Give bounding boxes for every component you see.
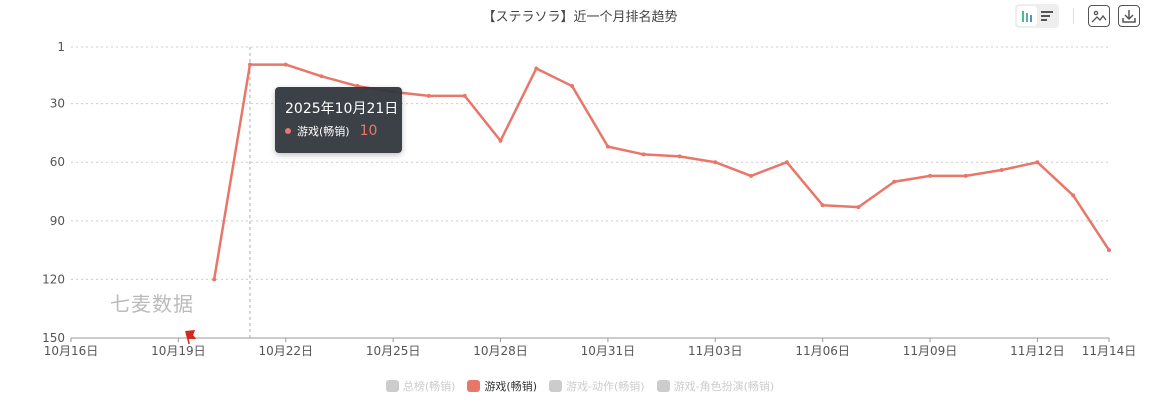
data-point — [426, 93, 431, 98]
legend-label: 游戏-角色扮演(畅销) — [673, 380, 775, 393]
y-tick-label: 60 — [50, 155, 65, 169]
y-tick-label: 30 — [50, 97, 65, 111]
data-point — [677, 154, 682, 159]
bar-chart-icon — [1022, 11, 1032, 22]
download-icon — [1122, 10, 1136, 23]
chart-toolbar — [1015, 4, 1140, 28]
data-point — [462, 93, 467, 98]
y-tick-label: 1 — [57, 40, 65, 54]
data-point — [605, 144, 610, 149]
y-tick-label: 90 — [50, 214, 65, 228]
download-button[interactable] — [1118, 5, 1140, 27]
data-point — [784, 160, 789, 165]
flag-icon — [185, 330, 197, 339]
x-tick-label: 10月25日 — [366, 344, 421, 358]
bar-chart-view-button[interactable] — [1017, 6, 1037, 26]
data-point — [498, 138, 503, 143]
x-tick-label: 11月12日 — [1010, 344, 1065, 358]
tooltip-row: 游戏(畅销) 10 — [285, 123, 377, 139]
data-point — [892, 179, 897, 184]
list-view-button[interactable] — [1037, 6, 1057, 26]
y-tick-label: 150 — [42, 331, 65, 345]
data-point — [570, 84, 575, 89]
legend-swatch — [385, 380, 399, 392]
data-point — [1071, 193, 1076, 198]
toolbar-divider — [1073, 8, 1074, 24]
data-point — [641, 152, 646, 157]
data-point — [713, 160, 718, 165]
legend-swatch — [656, 380, 670, 392]
tooltip-date: 2025年10月21日 — [285, 101, 399, 117]
watermark: 七麦数据 — [110, 292, 194, 316]
legend-item-rpg[interactable]: 游戏-角色扮演(畅销) — [656, 378, 775, 394]
x-tick-label: 10月22日 — [258, 344, 313, 358]
tooltip: 2025年10月21日 游戏(畅销) 10 — [275, 87, 402, 153]
tooltip-value: 10 — [359, 123, 378, 139]
x-tick-label: 10月19日 — [151, 344, 206, 358]
y-tick-label: 120 — [42, 272, 65, 286]
x-tick-label: 10月16日 — [44, 344, 99, 358]
data-point — [999, 168, 1004, 173]
data-point — [283, 62, 288, 67]
legend-label: 游戏-动作(畅销) — [566, 380, 645, 393]
x-tick-label: 10月31日 — [581, 344, 636, 358]
save-image-button[interactable] — [1088, 5, 1110, 27]
legend-swatch — [467, 380, 481, 392]
legend: 总榜(畅销) 游戏(畅销) 游戏-动作(畅销) 游戏-角色扮演(畅销) — [0, 378, 1160, 394]
legend-item-overall[interactable]: 总榜(畅销) — [385, 378, 456, 394]
data-point — [749, 173, 754, 178]
tooltip-series: 游戏(畅销) — [297, 125, 350, 138]
legend-swatch — [549, 380, 563, 392]
data-point — [534, 66, 539, 71]
x-tick-label: 11月09日 — [903, 344, 958, 358]
data-point — [1035, 160, 1040, 165]
legend-label: 总榜(畅销) — [402, 380, 456, 393]
x-tick-label: 11月03日 — [688, 344, 743, 358]
data-point — [212, 277, 217, 282]
series-dot-icon — [285, 128, 291, 134]
data-point — [247, 62, 252, 67]
legend-item-action[interactable]: 游戏-动作(畅销) — [549, 378, 645, 394]
x-tick-label: 10月28日 — [473, 344, 528, 358]
legend-item-games[interactable]: 游戏(畅销) — [467, 378, 537, 394]
data-point — [963, 173, 968, 178]
image-icon — [1091, 10, 1107, 23]
x-tick-label: 11月06日 — [795, 344, 850, 358]
legend-label: 游戏(畅销) — [484, 380, 538, 393]
chart-type-toggle — [1015, 4, 1059, 28]
x-tick-label: 11月14日 — [1082, 344, 1137, 358]
chart-title: 【ステラソラ】近一个月排名趋势 — [482, 10, 678, 25]
data-point — [319, 74, 324, 79]
list-icon — [1041, 11, 1053, 21]
data-point — [820, 203, 825, 208]
data-point — [856, 205, 861, 210]
data-point — [928, 173, 933, 178]
data-point — [1107, 248, 1111, 253]
